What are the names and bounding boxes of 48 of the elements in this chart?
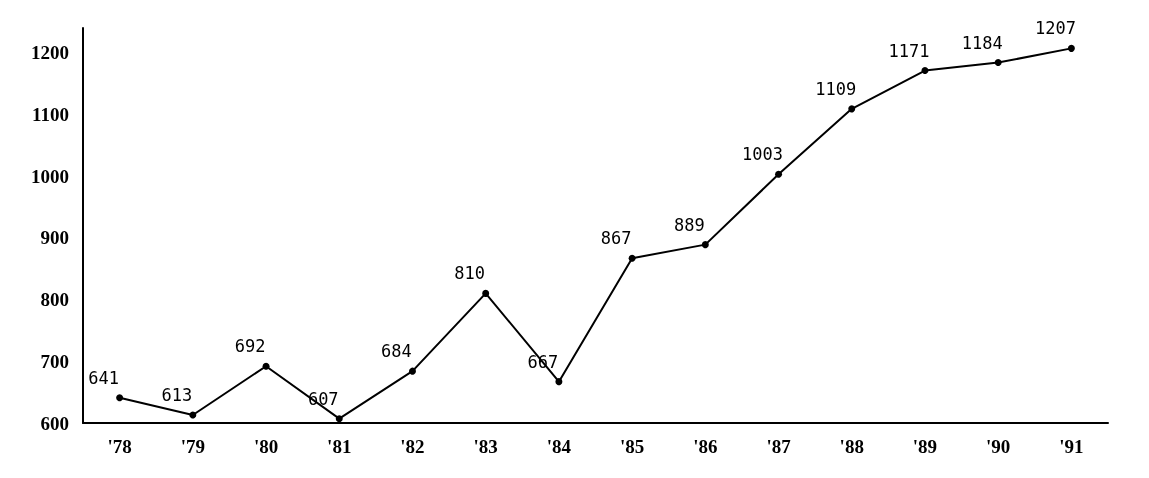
point [701,241,709,249]
data-label: 641 [88,367,119,388]
x-tick-label: '83 [473,436,498,457]
data-label: 810 [454,263,486,284]
x-tick-label: '82 [400,436,425,457]
x-tick-label: '87 [766,436,792,457]
x-tick-label: '89 [912,436,938,457]
x-tick-label: '81 [327,436,352,457]
data-label: 1003 [742,144,784,165]
point [994,59,1002,67]
x-tick-label: '84 [546,436,572,457]
point [482,289,490,297]
data-label: 607 [307,388,339,409]
point [262,362,270,370]
data-label: 684 [381,341,412,362]
y-tick-label: 1000 [31,165,69,187]
data-label: 1207 [1034,18,1076,39]
x-tick-label: '78 [107,436,132,457]
data-label: 867 [600,228,632,249]
x-tick-label: '91 [1059,436,1084,457]
data-label: 1171 [888,40,930,61]
point [555,378,563,386]
x-tick-label: '80 [253,436,279,457]
y-tick-label: 1200 [31,42,69,64]
point [921,67,929,75]
point [189,411,197,419]
y-tick-label: 1100 [32,103,69,125]
point [628,254,636,262]
point [408,367,416,375]
x-tick-label: '85 [619,436,645,457]
x-tick-label: '90 [986,436,1011,457]
point [775,170,783,178]
y-tick-label: 900 [40,227,69,249]
y-tick-label: 600 [40,412,69,434]
data-label: 889 [673,214,705,235]
point [335,415,343,423]
data-label: 1109 [815,78,857,99]
x-tick-label: '88 [839,436,864,457]
y-tick-label: 700 [40,350,69,372]
point [848,105,856,113]
y-tick-label: 800 [40,289,69,311]
x-tick-label: '79 [180,436,205,457]
data-label: 1184 [961,32,1003,53]
x-tick-label: '86 [693,436,718,457]
point [116,394,124,402]
data-label: 613 [161,384,193,405]
data-label: 692 [234,336,266,357]
point [1067,44,1075,52]
